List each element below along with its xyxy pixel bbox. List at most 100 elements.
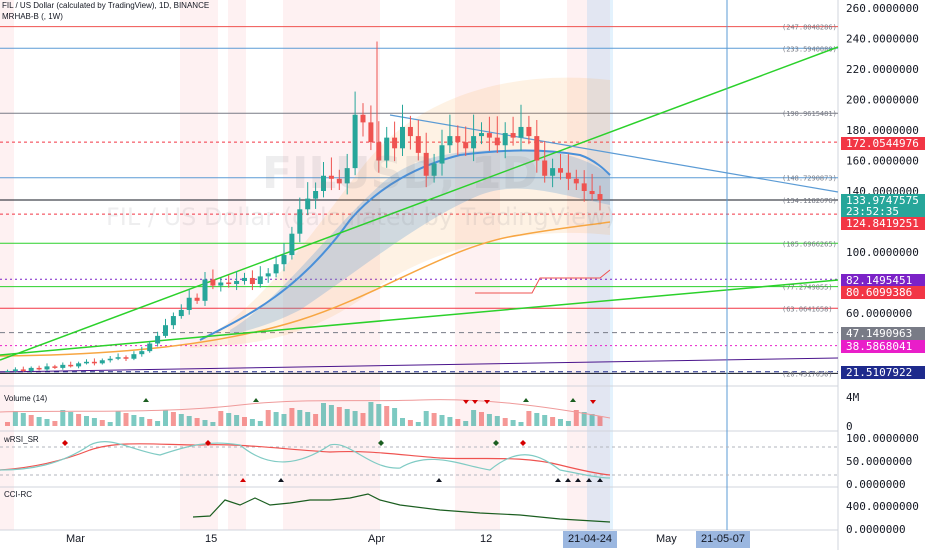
volume-bar-38 bbox=[305, 412, 311, 426]
candle-body-47 bbox=[376, 142, 382, 161]
level-label-1: (233.5940080) bbox=[782, 45, 837, 53]
x-label-12: 12 bbox=[480, 533, 493, 545]
volume-bar-35 bbox=[281, 414, 287, 426]
price-tick-4: 180.0000000 bbox=[846, 124, 919, 137]
watermark-ticker: FILUSD, 1D bbox=[262, 148, 539, 199]
volume-bar-34 bbox=[273, 412, 279, 426]
candle-body-36 bbox=[289, 233, 295, 256]
volume-bar-70 bbox=[558, 419, 563, 426]
symbol-title[interactable]: FIL / US Dollar (calculated by TradingVi… bbox=[2, 1, 210, 10]
volume-bar-62 bbox=[494, 416, 500, 426]
volume-bar-3 bbox=[28, 415, 34, 426]
price-badge-47: 47.1490963 bbox=[841, 327, 925, 340]
wrsi-tick-1: 50.0000000 bbox=[846, 455, 912, 468]
wrsi-diamond-3 bbox=[493, 440, 499, 446]
zone-shade-3 bbox=[283, 0, 380, 530]
cci-tick-1: 0.0000000 bbox=[846, 523, 906, 536]
price-tick-10: 60.0000000 bbox=[846, 307, 912, 320]
volume-bar-51 bbox=[407, 420, 413, 426]
candle-body-55 bbox=[439, 145, 445, 164]
candle-body-69 bbox=[550, 168, 556, 176]
price-tick-3: 200.0000000 bbox=[846, 94, 919, 107]
volume-bar-8 bbox=[68, 412, 74, 426]
price-tick-0: 260.0000000 bbox=[846, 2, 919, 15]
wrsi-line bbox=[0, 441, 611, 479]
candle-body-59 bbox=[471, 136, 477, 149]
candle-body-13 bbox=[107, 358, 113, 361]
volume-bar-45 bbox=[360, 413, 366, 426]
wrsi-diamond-1 bbox=[205, 440, 211, 446]
price-tick-5: 160.0000000 bbox=[846, 155, 919, 168]
candle-body-45 bbox=[360, 114, 366, 123]
level-label-2: (190.9615481) bbox=[782, 110, 837, 118]
level-label-6: (77.2749855) bbox=[782, 284, 833, 292]
wrsi-arrow-5 bbox=[575, 478, 581, 482]
candle-body-74 bbox=[589, 191, 595, 195]
x-highlight-date-1: 21-04-24 bbox=[563, 531, 618, 548]
volume-bar-75 bbox=[597, 416, 603, 426]
cci-pane-label[interactable]: CCI-RC bbox=[4, 490, 32, 499]
candle-body-24 bbox=[194, 297, 200, 301]
candle-body-5 bbox=[44, 366, 50, 370]
volume-pane-label[interactable]: Volume (14) bbox=[4, 394, 48, 403]
candle-body-41 bbox=[328, 175, 334, 179]
indicator-title[interactable]: MRHAB-B (, 1W) bbox=[2, 12, 63, 21]
volume-bar-15 bbox=[123, 413, 129, 426]
volume-bar-17 bbox=[139, 417, 145, 426]
candle-body-21 bbox=[170, 316, 176, 326]
zone-shade-1 bbox=[180, 0, 218, 530]
level-label-0: (247.8048286) bbox=[782, 24, 837, 32]
volume-bar-40 bbox=[321, 403, 326, 426]
candle-body-39 bbox=[313, 191, 319, 199]
price-badge-38: 38.5868041 bbox=[841, 340, 925, 353]
volume-bar-4 bbox=[36, 417, 42, 426]
candle-body-37 bbox=[297, 209, 303, 234]
candle-body-17 bbox=[139, 351, 145, 355]
volume-bar-14 bbox=[115, 411, 121, 426]
volume-bar-47 bbox=[376, 404, 382, 426]
volume-bar-73 bbox=[581, 412, 587, 426]
candle-body-72 bbox=[573, 178, 579, 184]
wrsi-diamond-2 bbox=[378, 440, 384, 446]
volume-bar-52 bbox=[415, 422, 421, 426]
volume-marker-1 bbox=[253, 398, 259, 402]
volume-bar-54 bbox=[431, 413, 437, 426]
trendline-blue bbox=[389, 114, 839, 193]
candle-body-25 bbox=[202, 279, 208, 301]
volume-bar-58 bbox=[463, 421, 469, 426]
wrsi-arrow-3 bbox=[555, 478, 561, 482]
last-price-value: 133.9747575 bbox=[846, 194, 919, 207]
candle-body-42 bbox=[336, 178, 342, 184]
x-highlight-date-2: 21-05-07 bbox=[696, 531, 751, 548]
volume-bar-22 bbox=[178, 414, 184, 426]
candle-body-2 bbox=[20, 369, 26, 371]
candle-body-12 bbox=[99, 360, 105, 364]
wrsi-pane-label[interactable]: wRSI_SR bbox=[4, 435, 39, 444]
candle-body-57 bbox=[455, 136, 461, 143]
candle-body-54 bbox=[431, 163, 437, 176]
price-badge-80: 80.6099386 bbox=[841, 286, 925, 299]
candle-body-1 bbox=[12, 369, 18, 371]
volume-bar-71 bbox=[565, 421, 571, 426]
candle-body-28 bbox=[226, 282, 232, 285]
countdown-timer: 23:52:35 bbox=[846, 205, 899, 218]
volume-bar-64 bbox=[510, 420, 516, 426]
price-badge-21: 21.5107922 bbox=[841, 366, 925, 379]
volume-bar-31 bbox=[249, 419, 255, 426]
candle-body-34 bbox=[273, 264, 279, 274]
volume-bar-50 bbox=[400, 418, 405, 426]
candle-body-65 bbox=[518, 126, 524, 138]
candle-body-16 bbox=[131, 354, 137, 359]
volume-marker-2 bbox=[463, 400, 469, 404]
volume-marker-6 bbox=[570, 398, 576, 402]
candle-body-73 bbox=[581, 183, 587, 191]
candle-body-49 bbox=[392, 137, 398, 149]
wrsi-signal bbox=[0, 443, 611, 476]
candle-body-63 bbox=[502, 133, 508, 146]
volume-marker-5 bbox=[523, 398, 529, 402]
volume-axis-tick: 4M bbox=[846, 391, 860, 404]
wrsi-tick-0: 100.0000000 bbox=[846, 432, 919, 445]
volume-bar-5 bbox=[44, 419, 50, 426]
